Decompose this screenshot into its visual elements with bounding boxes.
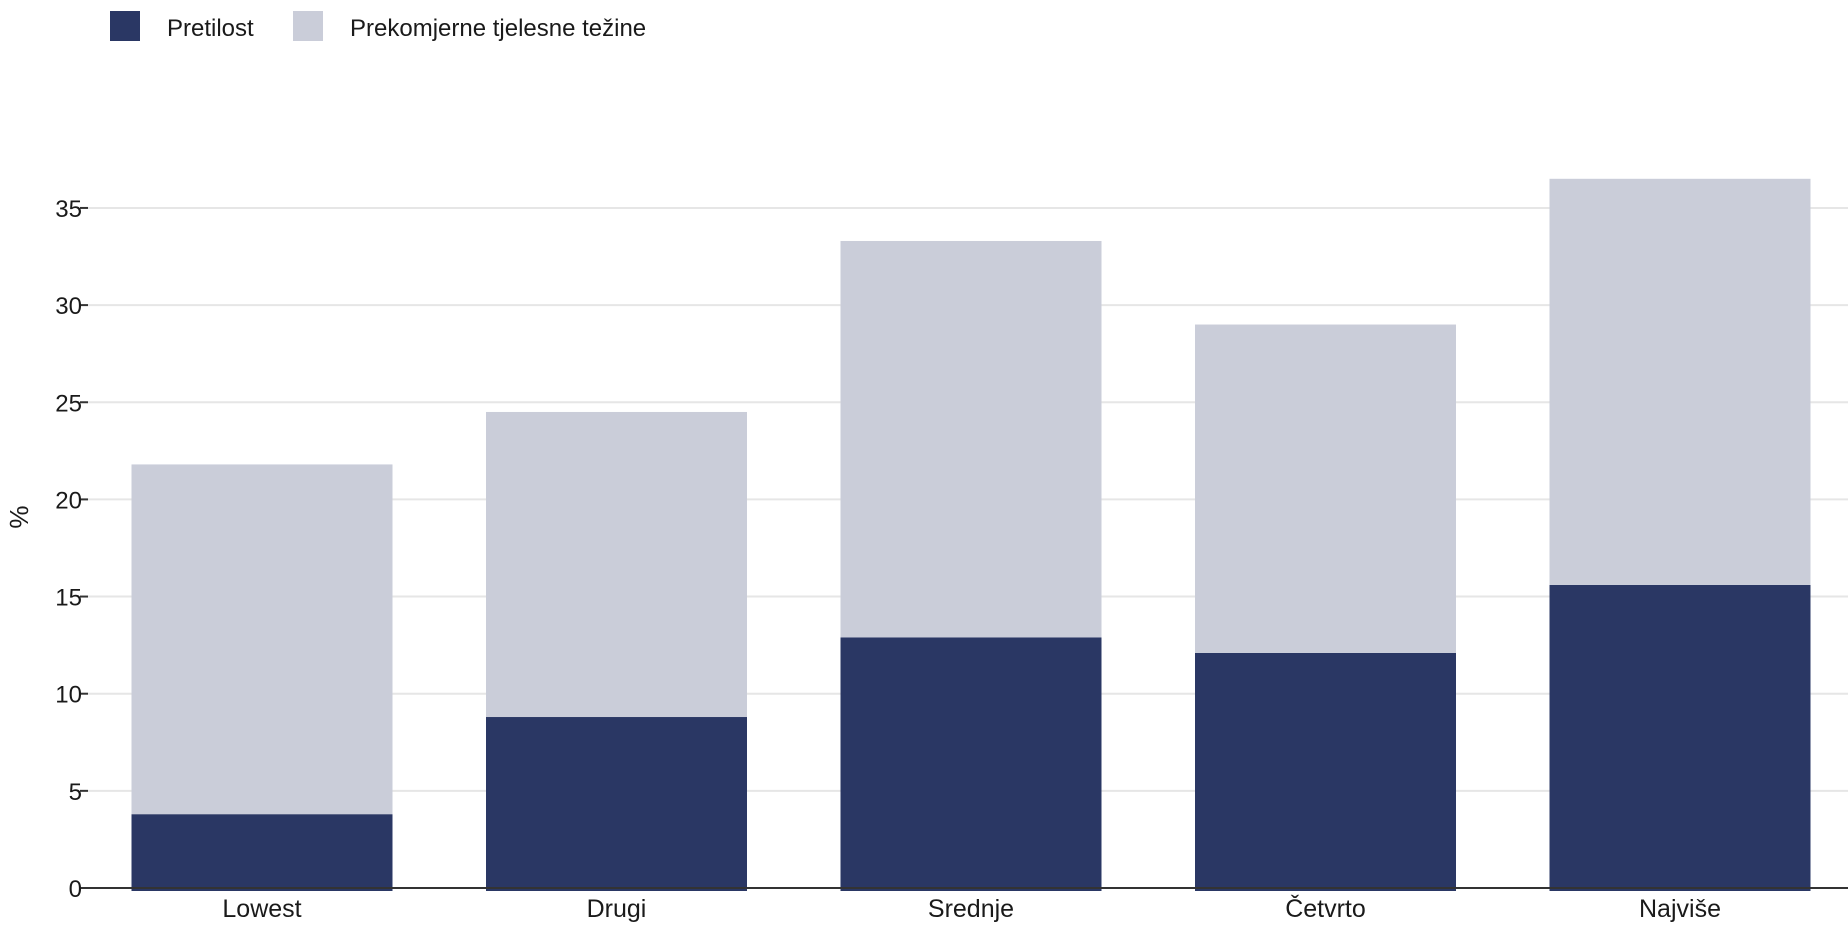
y-tick-label: 25 bbox=[55, 390, 82, 417]
bar-prekomjerne-1 bbox=[486, 411, 747, 718]
y-tick-label: 5 bbox=[69, 779, 82, 806]
x-tick-label: Najviše bbox=[1639, 895, 1721, 923]
bar-pretilost-2 bbox=[840, 637, 1102, 891]
bar-pretilost-4 bbox=[1549, 584, 1811, 891]
y-tick-label: 0 bbox=[69, 876, 82, 903]
y-tick-label: 15 bbox=[55, 585, 82, 612]
y-tick-label: 30 bbox=[55, 293, 82, 320]
x-axis-labels: Lowest Drugi Srednje Četvrto Najviše bbox=[222, 894, 1721, 923]
bar-prekomjerne-0 bbox=[131, 464, 393, 815]
bar-pretilost-0 bbox=[131, 814, 393, 891]
y-tick-label: 10 bbox=[55, 682, 82, 709]
bar-prekomjerne-4 bbox=[1549, 178, 1811, 585]
y-tick-label: 35 bbox=[55, 196, 82, 223]
legend: Pretilost Prekomjerne tjelesne težine bbox=[110, 11, 646, 42]
bar-pretilost-1 bbox=[486, 717, 747, 891]
legend-label-0: Pretilost bbox=[167, 15, 254, 42]
legend-swatch-1 bbox=[293, 11, 323, 41]
y-axis-title: % bbox=[4, 505, 34, 528]
bar-prekomjerne-3 bbox=[1195, 324, 1456, 653]
y-tick-label: 20 bbox=[55, 487, 82, 514]
bars bbox=[131, 178, 1811, 891]
legend-swatch-0 bbox=[110, 11, 140, 41]
x-tick-label: Lowest bbox=[222, 895, 301, 923]
x-tick-label: Drugi bbox=[587, 895, 647, 923]
y-axis-ticks: 0 5 10 15 20 25 30 35 bbox=[55, 196, 88, 903]
legend-label-1: Prekomjerne tjelesne težine bbox=[350, 15, 646, 42]
x-tick-label: Četvrto bbox=[1285, 894, 1366, 923]
bar-prekomjerne-2 bbox=[840, 240, 1102, 638]
x-tick-label: Srednje bbox=[928, 895, 1014, 923]
bar-pretilost-3 bbox=[1195, 652, 1456, 891]
